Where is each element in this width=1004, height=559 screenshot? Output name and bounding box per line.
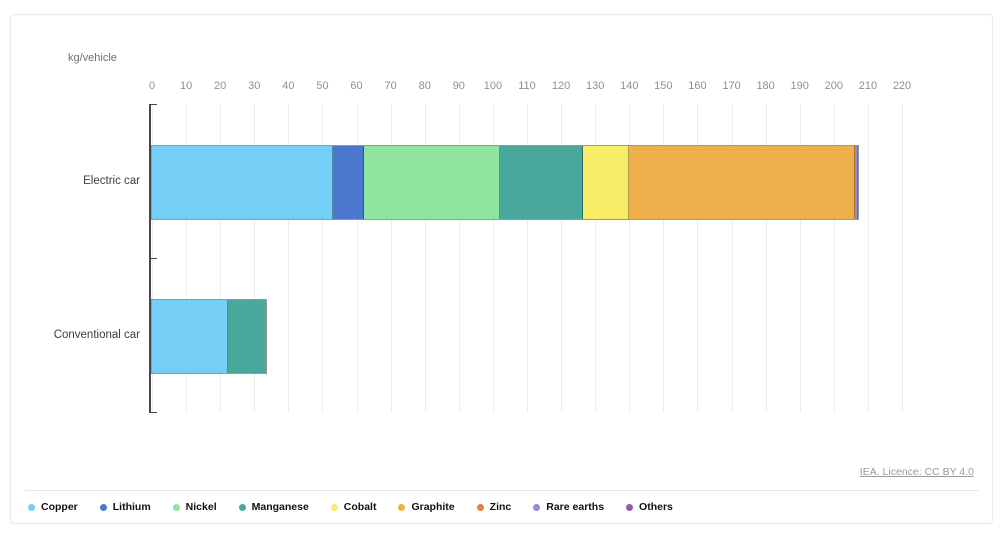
gridline (527, 104, 528, 412)
legend-label: Graphite (411, 501, 455, 513)
axis-tick-label: 30 (248, 80, 261, 92)
gridline (595, 104, 597, 412)
legend-dot (398, 503, 406, 511)
axis-tick-label: 0 (148, 80, 156, 92)
gridline (765, 104, 767, 412)
gridline (288, 104, 290, 412)
bar-segment-graphite[interactable] (628, 146, 855, 219)
legend-label: Others (639, 501, 673, 513)
axis-tick-label: 220 (892, 80, 912, 92)
gridline (356, 104, 358, 412)
legend-item-graphite[interactable]: Graphite (398, 501, 455, 513)
axis-tick-label: 90 (452, 80, 465, 92)
axis-tick-label: 50 (316, 80, 329, 92)
axis-tick-label: 10 (179, 80, 193, 92)
axis-tick-label: 160 (688, 80, 707, 92)
legend-divider (25, 490, 979, 491)
axis-tick-label: 190 (790, 80, 809, 92)
gridline (561, 104, 563, 412)
y-axis-tick (149, 103, 157, 105)
legend-label: Cobalt (343, 501, 377, 513)
legend-label: Manganese (251, 501, 309, 513)
gridline (799, 104, 801, 412)
axis-tick-label: 70 (384, 80, 397, 92)
gridline (186, 104, 188, 412)
stacked-bar (151, 299, 268, 374)
stacked-bar (151, 145, 859, 220)
legend-dot (626, 503, 634, 511)
gridline (322, 104, 324, 412)
axis-tick-label: 110 (518, 80, 536, 92)
axis-tick-label: 130 (585, 80, 605, 92)
legend-label: Copper (41, 501, 78, 513)
gridline (254, 104, 256, 412)
gridline (833, 104, 835, 412)
axis-tick-label: 100 (483, 80, 503, 92)
y-axis-tick (149, 411, 157, 413)
bar-segment-manganese[interactable] (499, 146, 584, 219)
gridline (697, 104, 699, 412)
legend-item-zinc[interactable]: Zinc (476, 501, 512, 513)
axis-tick-label: 180 (756, 80, 775, 92)
legend-item-rare-earths[interactable]: Rare earths (533, 501, 604, 513)
legend-dot (238, 503, 246, 511)
gridline (663, 104, 665, 412)
legend-label: Rare earths (546, 501, 605, 513)
axis-tick-label: 60 (350, 80, 363, 92)
bar-segment-copper[interactable] (152, 300, 229, 373)
gridline (629, 104, 631, 412)
legend-label: Nickel (185, 501, 217, 513)
axis-tick-label: 210 (858, 80, 878, 92)
legend-dot (28, 503, 35, 511)
gridline (731, 104, 733, 412)
axis-tick-label: 80 (418, 80, 431, 92)
gridline (902, 104, 903, 412)
bar-segment-copper[interactable] (152, 146, 334, 219)
legend-item-cobalt[interactable]: Cobalt (330, 501, 377, 513)
axis-tick-label: 40 (282, 80, 295, 92)
axis-tick-label: 140 (620, 80, 639, 92)
gridline (390, 104, 392, 412)
axis-tick-label: 150 (654, 80, 673, 92)
axis-tick-label: 20 (214, 80, 227, 92)
iea-licence-link[interactable]: IEA. Licence: CC BY 4.0 (859, 466, 974, 478)
gridline (492, 104, 494, 412)
y-axis-tick (149, 257, 157, 259)
axis-unit-label: kg/vehicle (68, 52, 117, 64)
legend-item-nickel[interactable]: Nickel (172, 501, 217, 513)
gridline (220, 104, 222, 412)
legend-dot (99, 503, 107, 511)
legend-label: Zinc (489, 501, 512, 513)
gridline (424, 104, 426, 412)
legend-item-lithium[interactable]: Lithium (99, 501, 151, 513)
legend-dot (533, 503, 541, 511)
legend-label: Lithium (112, 501, 151, 513)
gridline (867, 104, 869, 412)
bar-segment-manganese[interactable] (228, 300, 267, 373)
legend-dot (476, 503, 484, 511)
category-label: Conventional car (53, 328, 140, 341)
bar-segment-nickel[interactable] (363, 146, 500, 219)
legend-dot (172, 503, 180, 511)
chart-card (10, 14, 993, 524)
bar-segment-rare-earths[interactable] (854, 146, 857, 219)
axis-tick-label: 120 (551, 80, 571, 92)
bar-segment-others[interactable] (856, 146, 858, 219)
legend-item-manganese[interactable]: Manganese (238, 501, 309, 513)
legend-item-copper[interactable]: Copper (28, 501, 78, 513)
legend-item-others[interactable]: Others (626, 501, 673, 513)
category-label: Electric car (83, 174, 140, 187)
gridline (458, 104, 460, 412)
axis-tick-label: 200 (824, 80, 843, 92)
bar-segment-lithium[interactable] (333, 146, 364, 219)
legend: Copper Lithium Nickel Manganese Cobalt Graphi… (28, 501, 673, 513)
legend-dot (330, 503, 338, 511)
axis-tick-label: 170 (722, 80, 741, 92)
bar-segment-cobalt[interactable] (583, 146, 629, 219)
